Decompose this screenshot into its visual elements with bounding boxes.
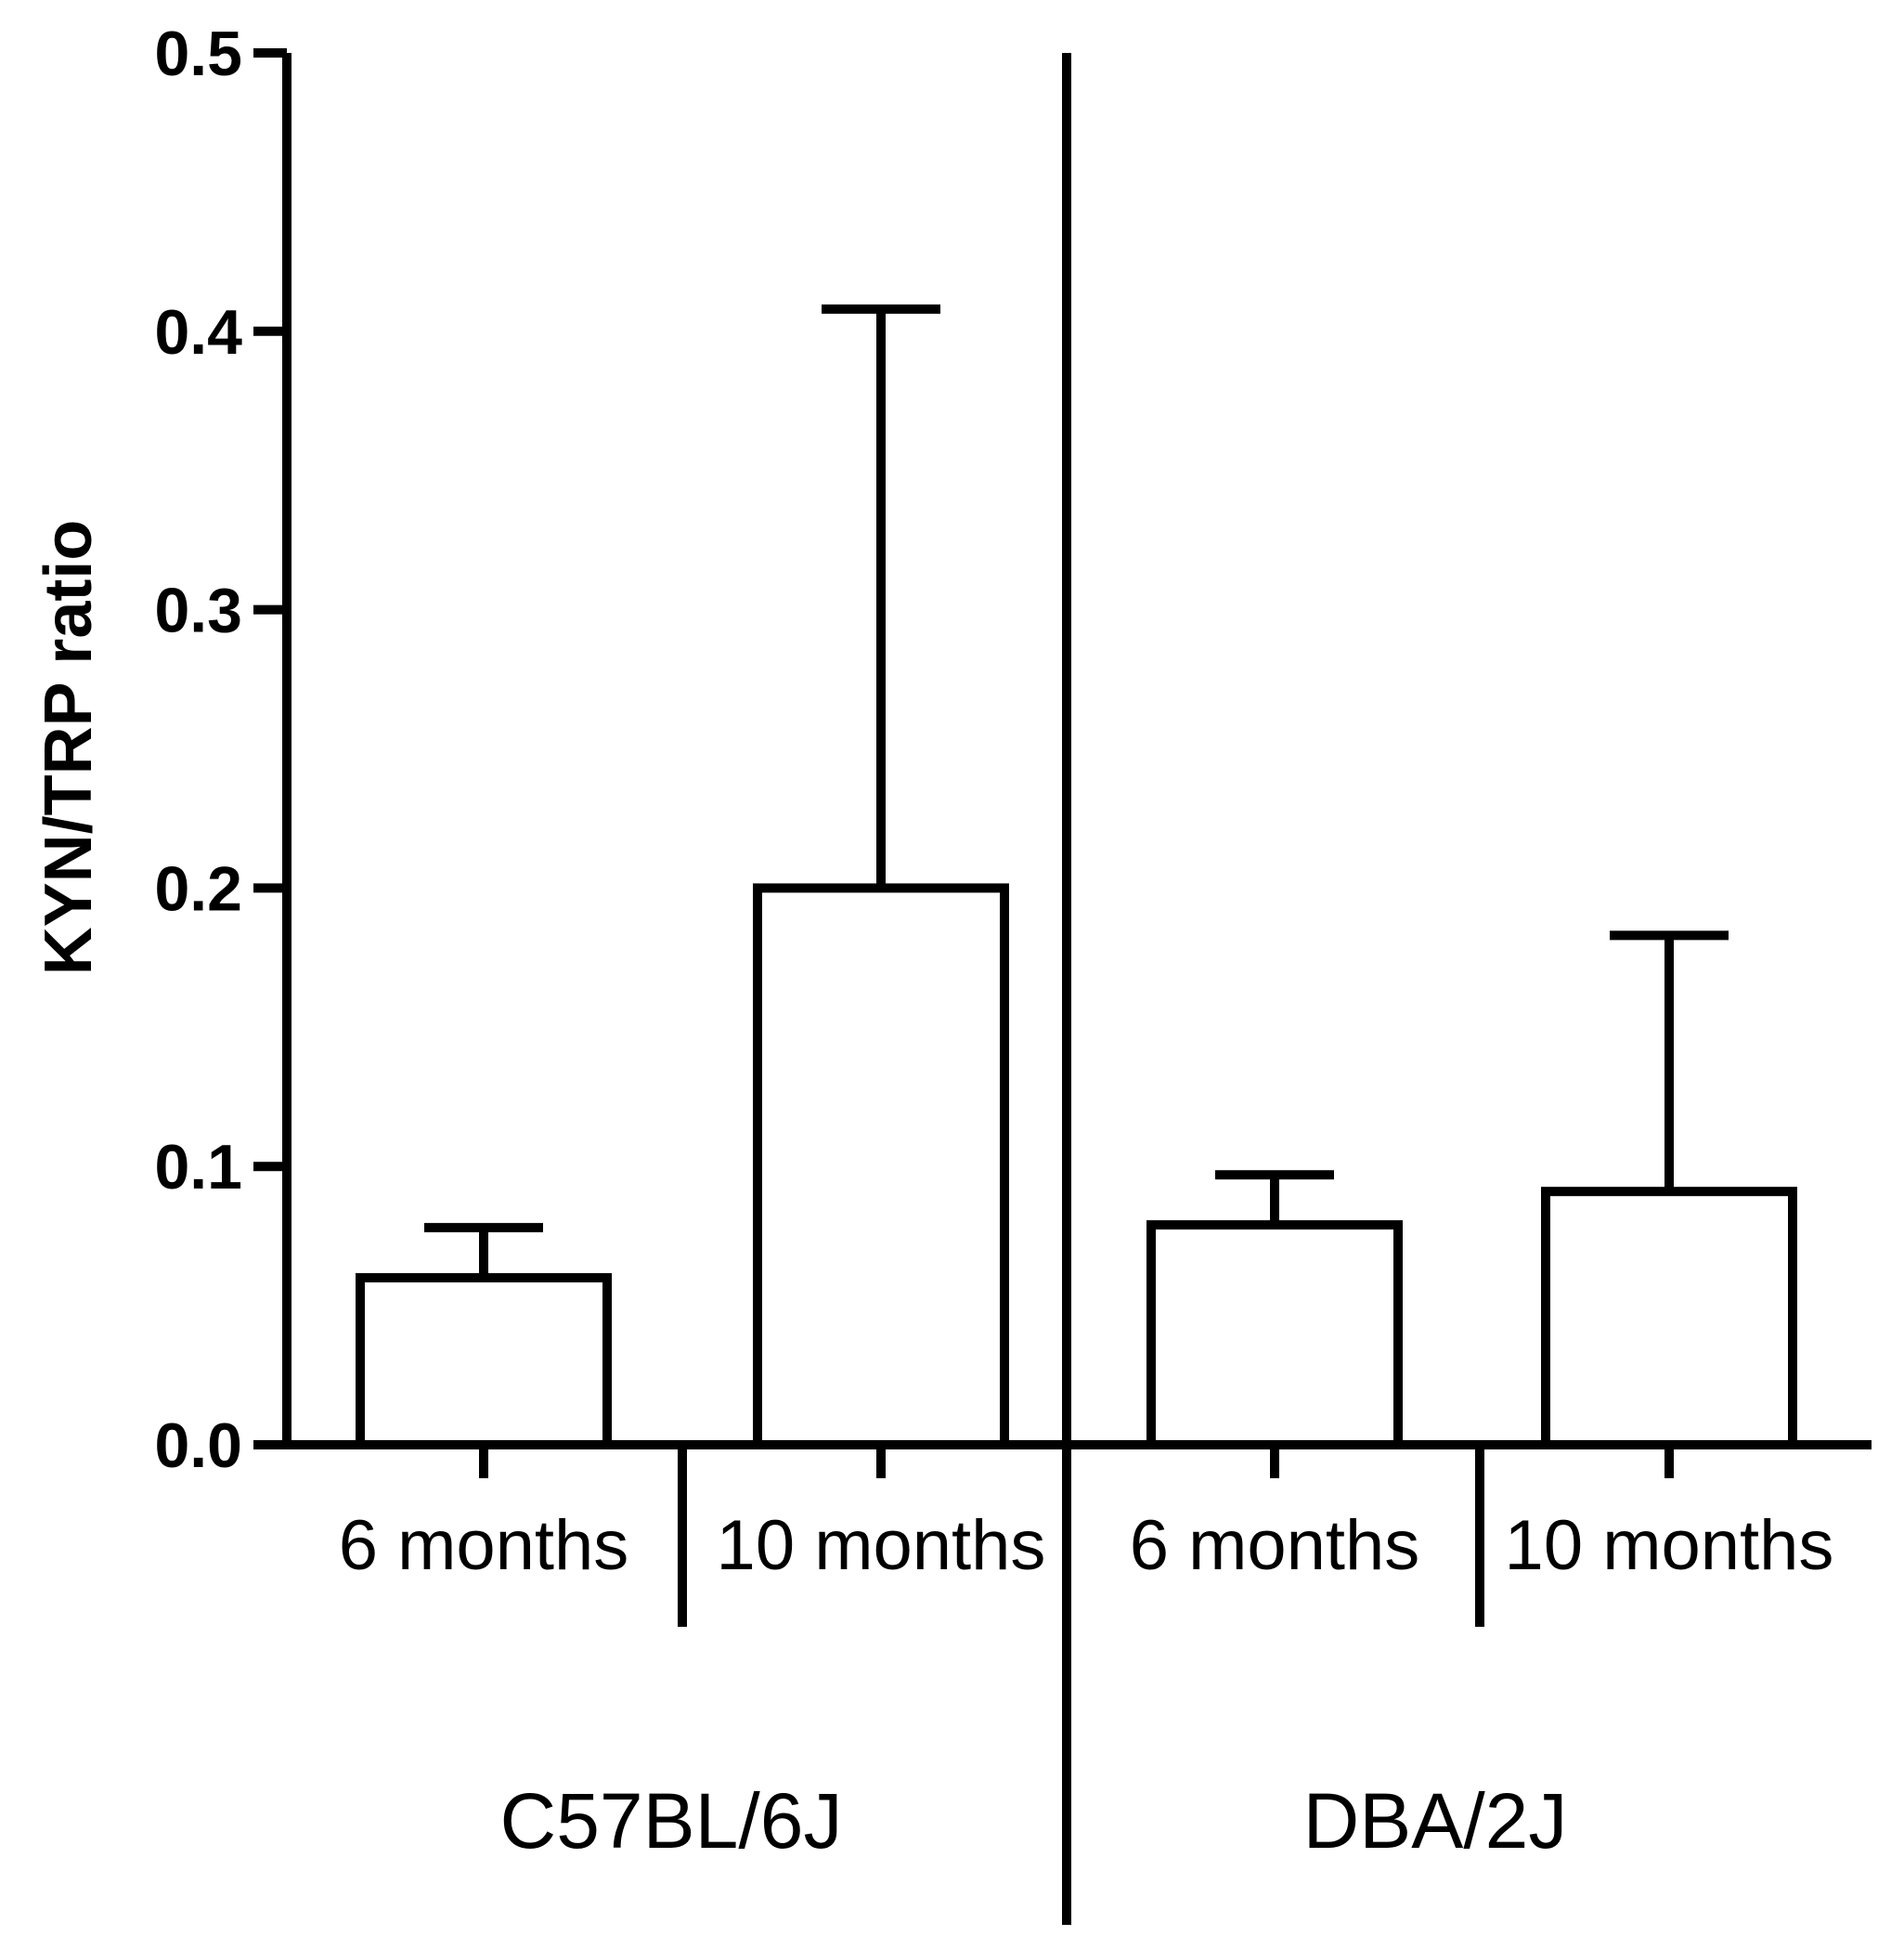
bar [1541,1187,1797,1449]
y-tick-label: 0.2 [154,853,242,924]
y-axis-title: KYN/TRP ratio [32,520,106,976]
group-label: DBA/2J [1303,1777,1568,1865]
group-label: C57BL/6J [500,1777,843,1865]
x-tick-label: 6 months [1130,1506,1420,1585]
x-tick-label: 6 months [339,1506,629,1585]
y-tick-label: 0.1 [154,1132,242,1202]
y-tick-label: 0.4 [154,297,242,368]
axes-layer [253,48,1872,1925]
y-tick-label: 0.3 [154,576,242,646]
bar [356,1273,612,1449]
y-tick-label: 0.5 [154,19,242,89]
bar [753,883,1009,1449]
bars-layer [356,883,1797,1449]
bar [1146,1220,1403,1449]
x-tick-label: 10 months [717,1506,1046,1585]
y-tick-label: 0.0 [154,1410,242,1481]
error-bars-layer [424,304,1729,1279]
x-tick-label: 10 months [1505,1506,1834,1585]
labels-layer: KYN/TRP ratio 0.0 0.1 0.2 0.3 0.4 0.5 6 months… [32,19,1833,1865]
